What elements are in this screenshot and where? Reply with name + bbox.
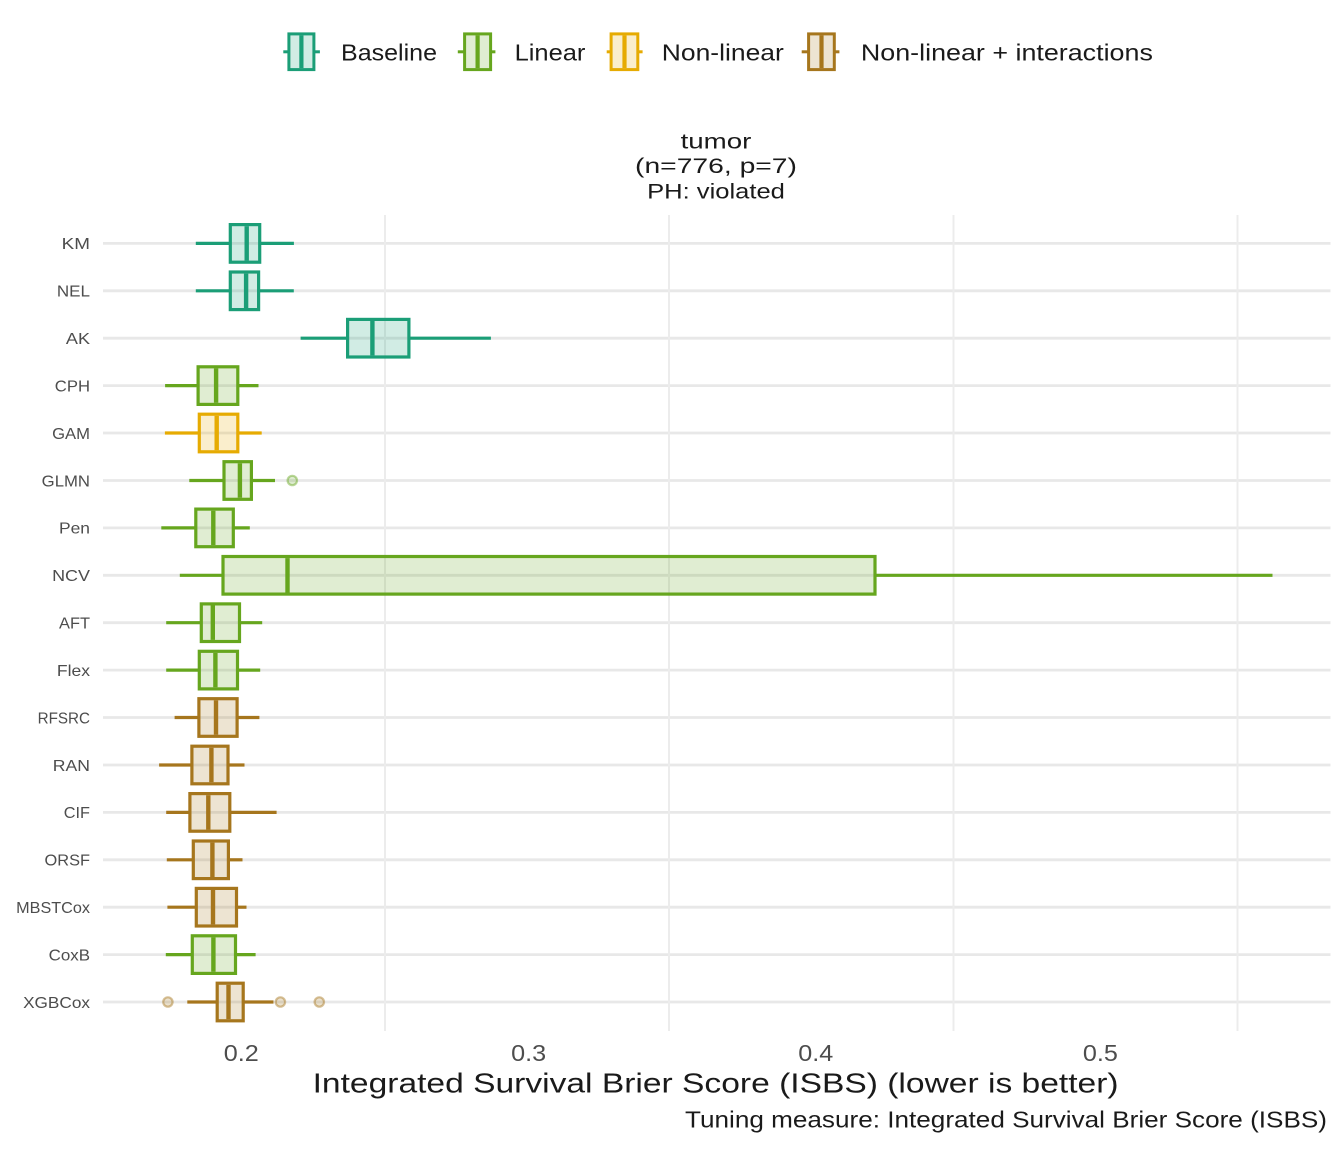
svg-text:NEL: NEL bbox=[57, 284, 90, 301]
svg-text:CoxB: CoxB bbox=[49, 947, 90, 964]
svg-text:GLMN: GLMN bbox=[42, 473, 90, 490]
svg-text:0.2: 0.2 bbox=[224, 1040, 259, 1066]
svg-text:ORSF: ORSF bbox=[45, 853, 91, 870]
svg-text:(n=776, p=7): (n=776, p=7) bbox=[635, 154, 797, 178]
svg-text:MBSTCox: MBSTCox bbox=[16, 900, 90, 917]
svg-text:0.4: 0.4 bbox=[798, 1040, 833, 1066]
svg-text:Non-linear + interactions: Non-linear + interactions bbox=[861, 40, 1153, 66]
svg-text:0.5: 0.5 bbox=[1083, 1040, 1118, 1066]
svg-text:NCV: NCV bbox=[52, 568, 90, 585]
svg-text:GAM: GAM bbox=[52, 426, 90, 443]
svg-text:AFT: AFT bbox=[59, 616, 90, 633]
svg-text:CPH: CPH bbox=[55, 378, 90, 395]
svg-text:Non-linear: Non-linear bbox=[662, 40, 784, 66]
svg-text:RAN: RAN bbox=[53, 758, 90, 775]
svg-text:Flex: Flex bbox=[57, 663, 90, 680]
svg-text:CIF: CIF bbox=[64, 805, 90, 822]
svg-text:Linear: Linear bbox=[515, 40, 586, 66]
svg-text:AK: AK bbox=[66, 331, 90, 348]
svg-text:0.3: 0.3 bbox=[511, 1040, 546, 1066]
svg-text:Pen: Pen bbox=[59, 521, 90, 538]
svg-text:Baseline: Baseline bbox=[341, 40, 437, 66]
svg-text:PH: violated: PH: violated bbox=[647, 179, 785, 203]
svg-text:Integrated Survival Brier Scor: Integrated Survival Brier Score (ISBS) (… bbox=[313, 1068, 1119, 1099]
svg-text:Tuning measure: Integrated Sur: Tuning measure: Integrated Survival Brie… bbox=[685, 1107, 1327, 1133]
svg-text:KM: KM bbox=[62, 236, 90, 253]
svg-text:RFSRC: RFSRC bbox=[38, 710, 90, 727]
svg-text:tumor: tumor bbox=[681, 129, 752, 153]
svg-text:XGBCox: XGBCox bbox=[23, 995, 90, 1012]
